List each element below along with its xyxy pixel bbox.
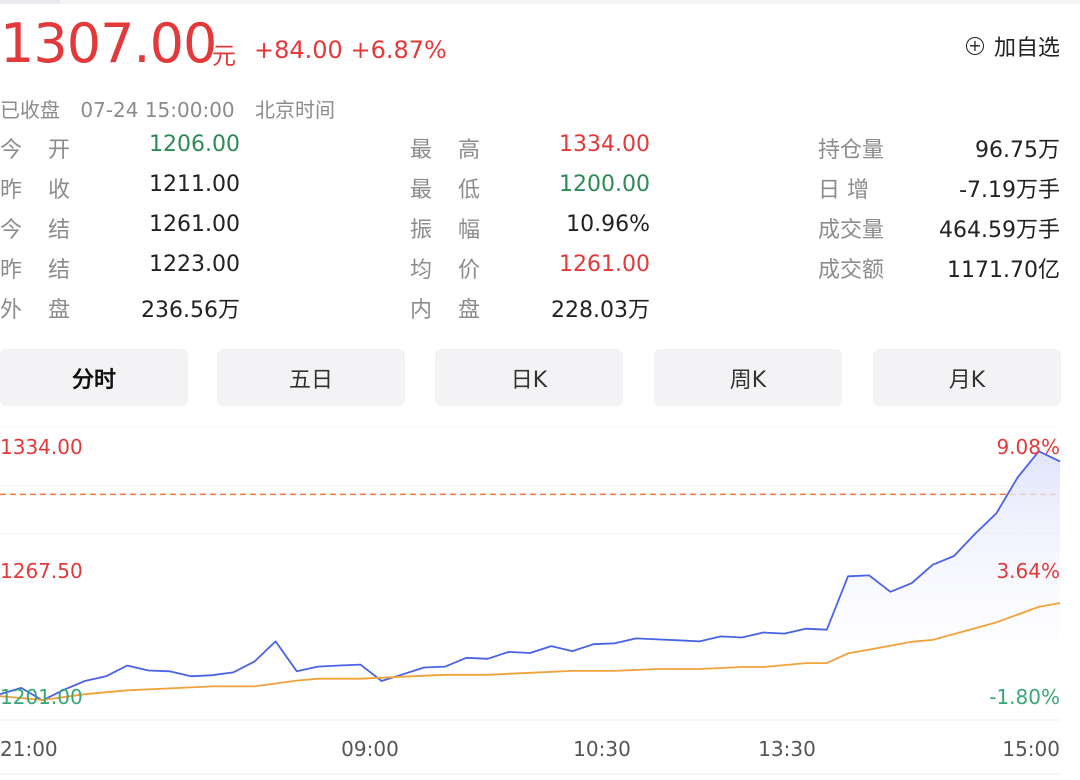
stat-label: 外盘 <box>0 298 97 323</box>
status-timezone: 北京时间 <box>255 98 336 122</box>
stat-value: 1223.00 <box>149 252 240 277</box>
stat-label: 昨结 <box>0 258 97 283</box>
change-percent: +6.87% <box>350 36 447 64</box>
stats-row: 昨收 1211.00 最低 1200.00 日 增 -7.19万手 <box>0 172 1080 212</box>
stat-value: 1200.00 <box>559 172 650 197</box>
stat-value: 1334.00 <box>559 132 650 157</box>
tab-intraday[interactable]: 分时 <box>0 349 188 406</box>
y-tick-left: 1201.00 <box>0 685 83 709</box>
period-tabs: 分时 五日 日K 周K 月K <box>0 349 1080 406</box>
plus-circle-icon: + <box>965 37 984 55</box>
add-to-watchlist-label: 加自选 <box>993 36 1060 61</box>
tab-monthly-k[interactable]: 月K <box>873 349 1061 406</box>
stat-value: 10.96% <box>566 212 650 237</box>
tab-weekly-k[interactable]: 周K <box>654 349 842 406</box>
y-tick-right: 3.64% <box>996 559 1060 583</box>
stat-label: 最低 <box>410 178 507 203</box>
x-tick: 10:30 <box>573 737 631 761</box>
market-status: 已收盘 07-24 15:00:00 北京时间 <box>0 94 349 123</box>
stat-value: 236.56万 <box>141 298 240 323</box>
stat-label: 成交额 <box>818 258 885 283</box>
stat-value: 1261.00 <box>559 252 650 277</box>
stat-label: 今结 <box>0 218 97 243</box>
stats-row: 今开 1206.00 最高 1334.00 持仓量 96.75万 <box>0 132 1080 172</box>
last-price: 1307.00 <box>0 12 217 75</box>
price-unit: 元 <box>212 42 236 70</box>
stat-value: 96.75万 <box>975 138 1060 163</box>
stat-value: -7.19万手 <box>959 178 1060 203</box>
stat-label: 内盘 <box>410 298 507 323</box>
stats-row: 昨结 1223.00 均价 1261.00 成交额 1171.70亿 <box>0 252 1080 292</box>
stat-value: 464.59万手 <box>939 218 1060 243</box>
stat-label: 振幅 <box>410 218 507 243</box>
stat-value: 228.03万 <box>551 298 650 323</box>
change-amount: +84.00 <box>254 36 343 64</box>
price-series-line <box>0 450 1061 702</box>
x-tick: 15:00 <box>1002 737 1060 761</box>
stat-value: 1206.00 <box>149 132 240 157</box>
y-tick-left: 1334.00 <box>0 435 83 459</box>
intraday-chart: 1334.00 1267.50 1201.00 9.08% 3.64% -1.80% 21:… <box>0 426 1080 780</box>
y-tick-left: 1267.50 <box>0 559 83 583</box>
stat-label: 今开 <box>0 138 97 163</box>
stats-row: 今结 1261.00 振幅 10.96% 成交量 464.59万手 <box>0 212 1080 252</box>
stat-label: 成交量 <box>818 218 885 243</box>
stat-label: 昨收 <box>0 178 97 203</box>
stat-label: 最高 <box>410 138 507 163</box>
tab-daily-k[interactable]: 日K <box>435 349 623 406</box>
price-change: +84.00 +6.87% <box>254 36 447 64</box>
tab-five-day[interactable]: 五日 <box>217 349 405 406</box>
stat-label: 均价 <box>410 258 507 283</box>
average-price-line <box>0 602 1061 701</box>
intraday-chart-svg: 1334.00 1267.50 1201.00 9.08% 3.64% -1.80% 21:… <box>0 426 1061 775</box>
status-text: 已收盘 <box>0 98 60 122</box>
add-to-watchlist-button[interactable]: + 加自选 <box>965 30 1060 62</box>
status-datetime: 07-24 15:00:00 <box>80 98 235 122</box>
x-tick: 09:00 <box>341 737 399 761</box>
stat-value: 1211.00 <box>149 172 240 197</box>
x-tick: 13:30 <box>758 737 816 761</box>
stat-value: 1261.00 <box>149 212 240 237</box>
top-divider <box>0 0 1080 4</box>
x-tick: 21:00 <box>0 737 58 761</box>
stat-value: 1171.70亿 <box>947 258 1060 283</box>
stat-label: 持仓量 <box>818 138 885 163</box>
stat-label: 日 增 <box>818 178 869 203</box>
y-tick-right: 9.08% <box>996 435 1060 459</box>
y-tick-right: -1.80% <box>989 685 1060 709</box>
stats-row: 外盘 236.56万 内盘 228.03万 <box>0 292 1080 332</box>
price-area <box>0 451 1060 701</box>
